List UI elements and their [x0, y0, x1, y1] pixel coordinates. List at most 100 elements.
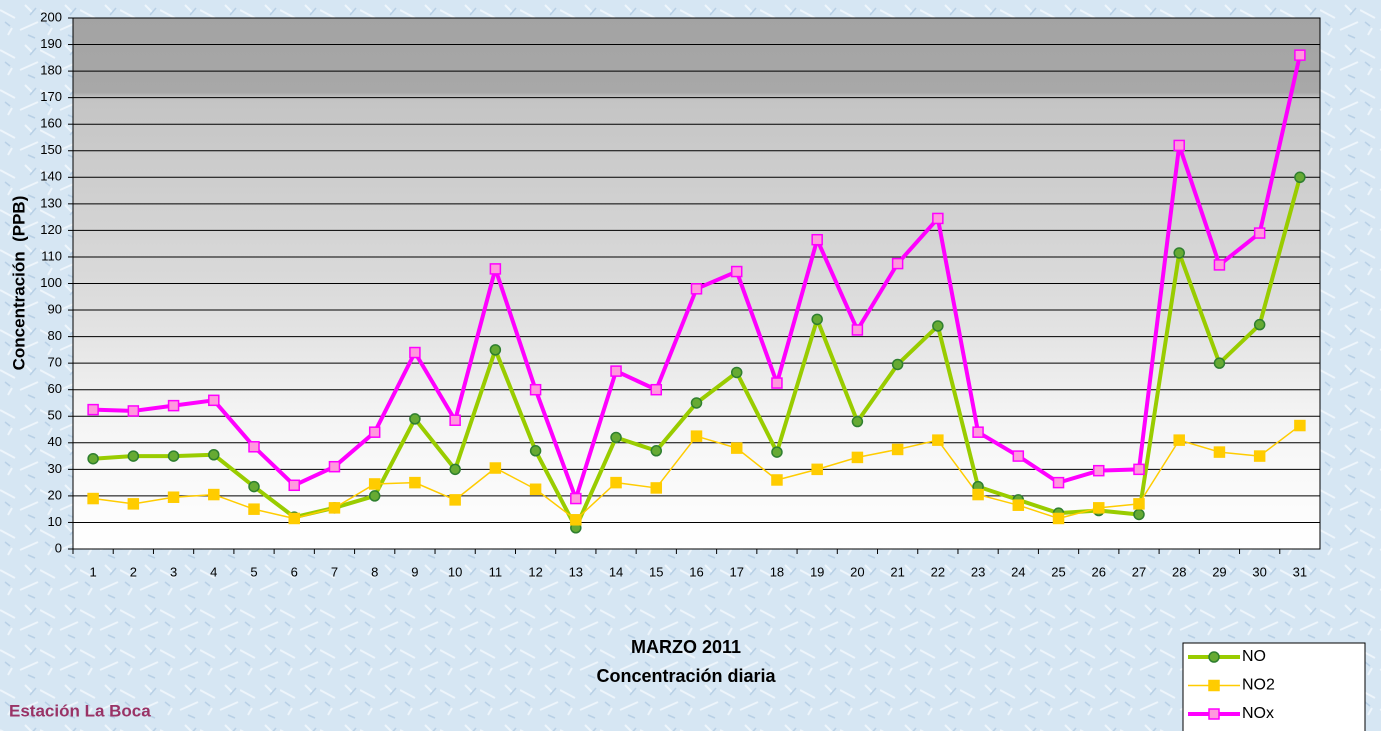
data-point	[489, 263, 502, 275]
x-tick-label: 17	[729, 564, 743, 579]
x-tick-label: 7	[331, 564, 338, 579]
data-point	[891, 443, 904, 456]
data-point	[1294, 419, 1306, 432]
y-axis-label: Concentración (PPB)	[9, 196, 28, 371]
x-tick-label: 16	[689, 564, 703, 579]
data-point	[1294, 171, 1306, 184]
data-point	[127, 498, 140, 510]
data-point	[771, 377, 783, 389]
y-tick-label: 70	[48, 355, 62, 370]
y-tick-label: 100	[40, 275, 62, 290]
chart-title: MARZO 2011	[631, 637, 741, 657]
data-point	[328, 502, 341, 514]
data-point	[570, 492, 582, 505]
data-point	[730, 366, 743, 379]
y-tick-label: 130	[40, 195, 62, 210]
data-point	[489, 462, 502, 474]
data-point	[570, 514, 582, 526]
x-tick-label: 10	[448, 564, 462, 579]
data-point	[650, 482, 663, 494]
data-point	[449, 494, 461, 506]
data-point	[409, 413, 421, 425]
data-point	[1052, 512, 1065, 525]
legend-marker	[1208, 708, 1220, 720]
data-point	[208, 448, 220, 461]
data-point	[1173, 139, 1185, 152]
x-tick-label: 30	[1252, 564, 1266, 579]
data-point	[1052, 476, 1065, 489]
data-point	[368, 490, 381, 502]
data-point	[771, 446, 783, 458]
data-point	[449, 414, 461, 426]
data-point	[248, 480, 260, 493]
y-tick-label: 90	[48, 301, 62, 316]
data-point	[1253, 227, 1266, 239]
x-tick-label: 23	[971, 564, 985, 579]
y-tick-label: 150	[40, 142, 62, 157]
x-tick-label: 31	[1293, 564, 1307, 579]
data-point	[610, 476, 622, 489]
data-point	[690, 397, 703, 409]
data-point	[972, 488, 984, 501]
x-tick-label: 18	[770, 564, 784, 579]
data-point	[87, 452, 99, 465]
x-tick-label: 14	[609, 564, 623, 579]
x-tick-label: 3	[170, 564, 177, 579]
y-tick-label: 190	[40, 36, 62, 51]
data-point	[650, 383, 663, 396]
x-tick-label: 4	[210, 564, 217, 579]
y-tick-label: 0	[55, 540, 62, 555]
data-point	[891, 358, 904, 371]
data-point	[690, 283, 703, 295]
y-tick-label: 200	[40, 9, 62, 24]
y-tick-label: 20	[48, 487, 62, 502]
data-point	[127, 450, 140, 462]
data-point	[1133, 498, 1145, 510]
data-point	[1133, 508, 1145, 521]
chart-subtitle: Concentración diaria	[596, 666, 776, 686]
data-point	[730, 265, 743, 278]
data-point	[248, 503, 260, 515]
data-point	[248, 441, 260, 453]
data-point	[449, 463, 461, 476]
data-point	[87, 492, 99, 505]
data-point	[811, 313, 823, 326]
data-point	[730, 442, 743, 454]
data-point	[127, 405, 140, 417]
data-point	[1213, 357, 1226, 369]
data-point	[1093, 502, 1105, 514]
data-point	[167, 491, 180, 503]
data-point	[1173, 247, 1185, 259]
data-point	[771, 474, 783, 486]
data-point	[932, 434, 944, 446]
legend-marker	[1208, 679, 1220, 692]
x-tick-label: 1	[89, 564, 96, 579]
y-tick-label: 50	[48, 408, 62, 423]
data-point	[1253, 318, 1266, 331]
data-point	[529, 445, 542, 457]
data-point	[1294, 49, 1306, 61]
data-point	[932, 212, 944, 225]
legend-label: NOx	[1242, 705, 1274, 722]
y-tick-label: 120	[40, 222, 62, 237]
y-tick-label: 40	[48, 434, 62, 449]
y-tick-label: 60	[48, 381, 62, 396]
data-point	[1133, 463, 1145, 476]
data-point	[167, 399, 180, 412]
y-tick-label: 80	[48, 328, 62, 343]
data-point	[811, 233, 823, 246]
y-tick-label: 180	[40, 63, 62, 78]
y-tick-label: 30	[48, 461, 62, 476]
x-tick-label: 21	[890, 564, 904, 579]
data-point	[1213, 446, 1226, 458]
data-point	[811, 463, 823, 476]
x-tick-label: 25	[1051, 564, 1065, 579]
data-point	[368, 426, 381, 438]
data-point	[1213, 259, 1226, 271]
data-point	[650, 445, 663, 457]
legend-marker	[1208, 651, 1220, 663]
data-point	[610, 365, 622, 377]
data-point	[208, 488, 220, 501]
data-point	[1093, 464, 1105, 477]
